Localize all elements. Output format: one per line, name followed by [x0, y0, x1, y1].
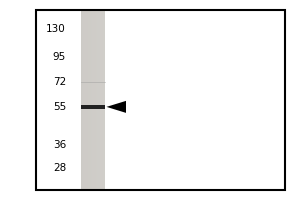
Text: 95: 95	[53, 52, 66, 62]
Text: 28: 28	[53, 163, 66, 173]
Bar	[36, 10, 285, 190]
Text: 55: 55	[53, 102, 66, 112]
Bar	[81, 10, 105, 190]
Text: 72: 72	[53, 77, 66, 87]
Bar	[81, 105, 105, 109]
Text: 130: 130	[46, 24, 66, 34]
Polygon shape	[106, 101, 126, 113]
Text: 36: 36	[53, 140, 66, 150]
